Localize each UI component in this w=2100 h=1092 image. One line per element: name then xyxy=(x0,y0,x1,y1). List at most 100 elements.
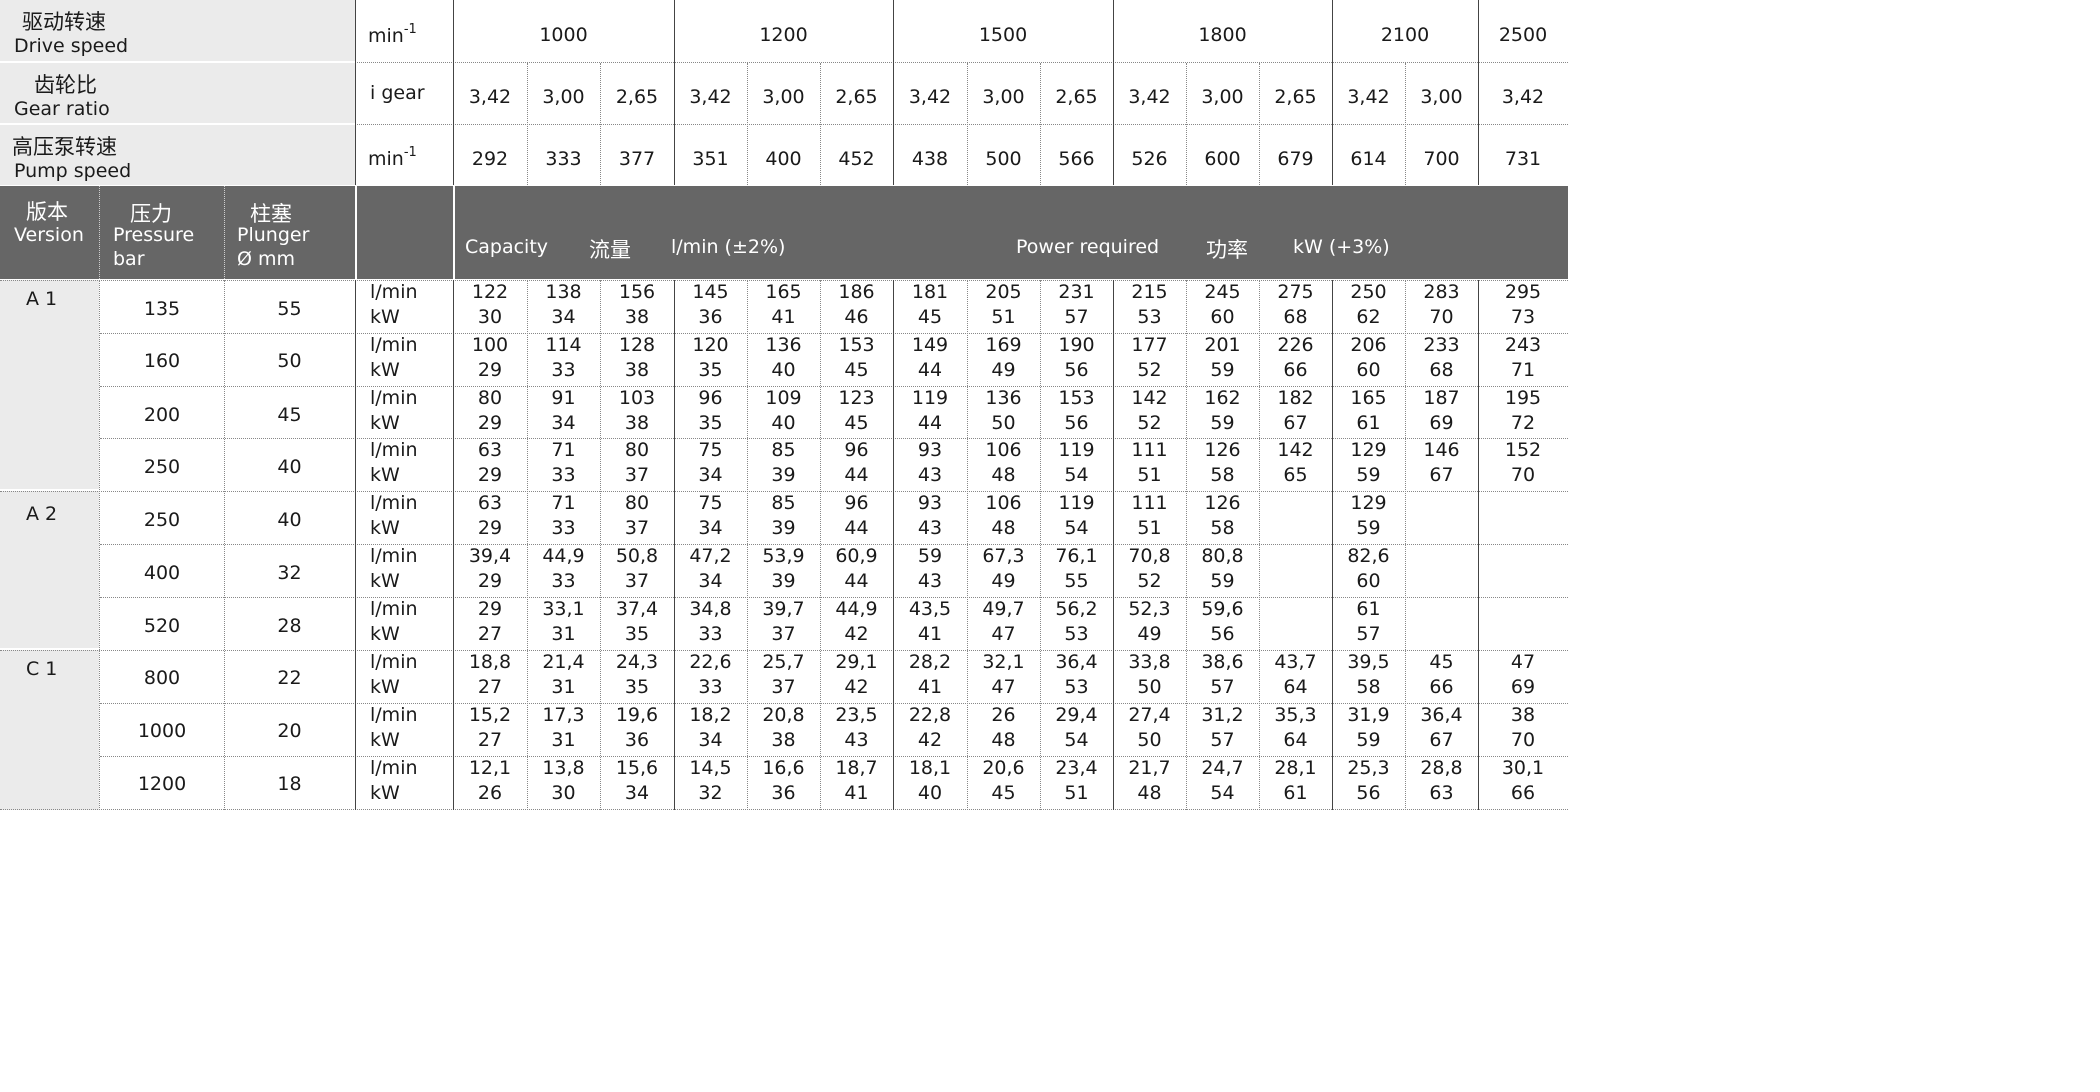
flow-value: 49,7 xyxy=(982,598,1025,620)
unit-label-power: kW xyxy=(370,676,400,698)
flow-value: 103 xyxy=(618,387,656,409)
power-value: 55 xyxy=(1064,570,1089,592)
power-value: 42 xyxy=(917,729,943,751)
power-value: 54 xyxy=(1064,464,1089,486)
power-value: 37 xyxy=(624,570,650,592)
version-cell-a1: A 1 xyxy=(0,280,99,489)
power-value: 40 xyxy=(917,782,943,804)
flow-value: 12,1 xyxy=(468,757,512,779)
flow-value: 22,6 xyxy=(689,651,732,673)
power-value: 57 xyxy=(1210,729,1235,751)
band-separator xyxy=(224,186,225,279)
flow-value: 44,9 xyxy=(835,598,878,620)
unit-label-flow: l/min xyxy=(370,757,418,779)
flow-value: 156 xyxy=(618,281,656,303)
gear-ratio-value: 3,42 xyxy=(908,86,952,108)
flow-value: 142 xyxy=(1277,439,1314,461)
power-value: 51 xyxy=(991,306,1016,328)
power-value: 31 xyxy=(551,623,576,645)
power-value: 69 xyxy=(1429,412,1454,434)
flow-value: 32,1 xyxy=(982,651,1025,673)
flow-value: 47 xyxy=(1510,651,1536,673)
power-value: 31 xyxy=(551,676,576,698)
power-value: 36 xyxy=(624,729,650,751)
power-value: 51 xyxy=(1137,517,1162,539)
flow-value: 45 xyxy=(1429,651,1454,673)
flow-value: 93 xyxy=(917,492,943,514)
grid-vline xyxy=(1478,280,1479,810)
capacity-header-unit: l/min (±2%) xyxy=(671,236,786,258)
power-value: 37 xyxy=(624,464,650,486)
flow-value: 126 xyxy=(1204,439,1241,461)
plunger-value: 32 xyxy=(277,562,302,584)
flow-value: 71 xyxy=(551,492,576,514)
flow-value: 59 xyxy=(917,545,943,567)
unit-label-flow: l/min xyxy=(370,598,418,620)
flow-value: 122 xyxy=(471,281,509,303)
flow-value: 23,5 xyxy=(835,704,878,726)
power-value: 27 xyxy=(477,623,503,645)
group-separator xyxy=(1478,0,1479,185)
power-value: 43 xyxy=(917,464,943,486)
flow-value: 39,4 xyxy=(468,545,512,567)
flow-value: 28,8 xyxy=(1420,757,1463,779)
pump-speed-value: 700 xyxy=(1423,148,1460,170)
power-value: 49 xyxy=(991,359,1016,381)
drive-speed-value: 1000 xyxy=(539,24,588,46)
plunger-value: 28 xyxy=(277,615,302,637)
version-cell-c1: C 1 xyxy=(0,650,99,810)
power-value: 48 xyxy=(991,729,1016,751)
power-value: 29 xyxy=(477,464,503,486)
flow-value: 34,8 xyxy=(689,598,732,620)
plunger-value: 22 xyxy=(277,667,302,689)
grid-vline xyxy=(99,280,100,810)
power-value: 64 xyxy=(1283,676,1308,698)
pressure-value: 1200 xyxy=(137,773,187,795)
power-value: 44 xyxy=(844,517,869,539)
flow-value: 80 xyxy=(624,492,650,514)
version-label: A 2 xyxy=(26,503,58,525)
plunger-value: 20 xyxy=(277,720,302,742)
power-value: 38 xyxy=(624,306,650,328)
flow-value: 35,3 xyxy=(1274,704,1317,726)
grid-vline xyxy=(1186,63,1187,185)
power-value: 37 xyxy=(624,517,650,539)
power-value: 66 xyxy=(1283,359,1308,381)
grid-vline xyxy=(527,63,528,185)
unit-label-flow: l/min xyxy=(370,651,418,673)
power-value: 34 xyxy=(551,306,576,328)
version-label: A 1 xyxy=(26,288,58,310)
power-value: 59 xyxy=(1356,464,1381,486)
flow-value: 91 xyxy=(551,387,576,409)
flow-value: 18,7 xyxy=(835,757,878,779)
power-value: 32 xyxy=(698,782,723,804)
power-value: 29 xyxy=(477,359,503,381)
pump-speed-value: 566 xyxy=(1058,148,1095,170)
grid-vline xyxy=(1186,280,1187,810)
grid-vline xyxy=(600,280,601,810)
flow-value: 186 xyxy=(838,281,875,303)
flow-value: 215 xyxy=(1131,281,1168,303)
flow-value: 36,4 xyxy=(1420,704,1463,726)
power-value: 45 xyxy=(844,412,869,434)
plunger-value: 40 xyxy=(277,456,302,478)
flow-value: 26 xyxy=(991,704,1016,726)
flow-value: 39,5 xyxy=(1347,651,1390,673)
grid-vline xyxy=(820,280,821,810)
pressure-value: 250 xyxy=(143,509,181,531)
power-value: 34 xyxy=(624,782,650,804)
flow-value: 231 xyxy=(1058,281,1095,303)
power-value: 50 xyxy=(991,412,1016,434)
power-header-en: Power required xyxy=(1016,236,1160,258)
flow-value: 23,4 xyxy=(1055,757,1098,779)
plunger-value: 45 xyxy=(277,404,302,426)
pump-speed-value: 600 xyxy=(1204,148,1241,170)
power-value: 36 xyxy=(698,306,723,328)
pump-speed-value: 614 xyxy=(1350,148,1387,170)
power-value: 59 xyxy=(1356,517,1381,539)
power-value: 72 xyxy=(1510,412,1536,434)
gear-ratio-value: 3,00 xyxy=(762,86,805,108)
flow-value: 53,9 xyxy=(762,545,805,567)
pump-speed-value: 438 xyxy=(911,148,949,170)
unit-label-flow: l/min xyxy=(370,334,418,356)
